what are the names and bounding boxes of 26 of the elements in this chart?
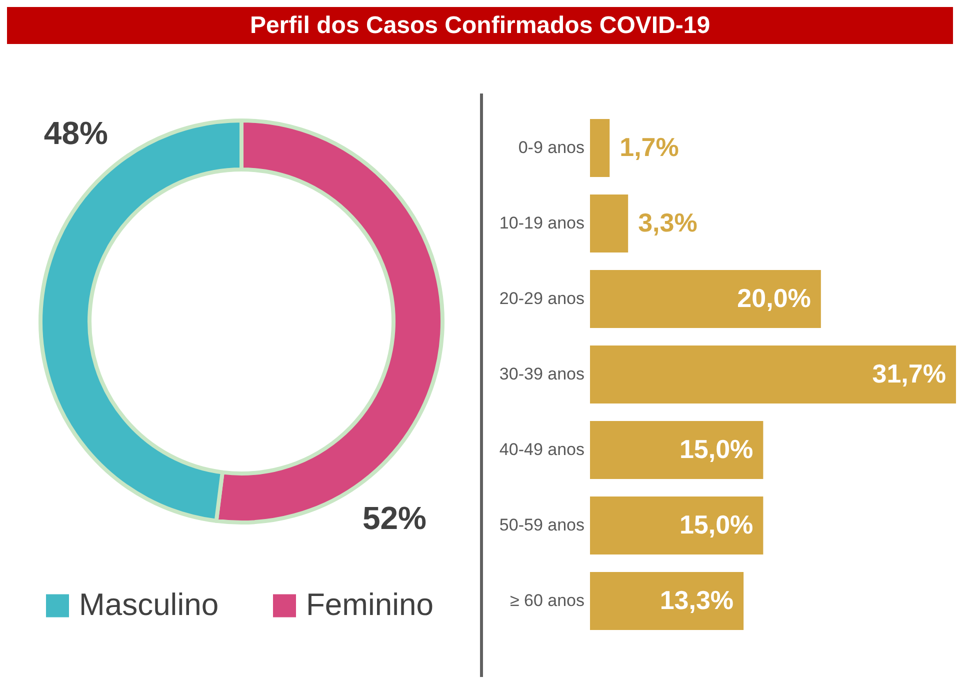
chart-title: Perfil dos Casos Confirmados COVID-19 bbox=[250, 12, 710, 39]
bar bbox=[590, 118, 610, 177]
bar bbox=[590, 270, 821, 328]
data-label: 15,0% bbox=[679, 510, 754, 540]
data-label: 20,0% bbox=[737, 282, 811, 313]
y-tick-label: 40-49 anos bbox=[499, 440, 584, 460]
data-label: 48% bbox=[44, 115, 108, 152]
y-tick-label: ≥ 60 anos bbox=[510, 591, 584, 610]
data-label: 31,7% bbox=[872, 358, 946, 388]
y-tick-label: 30-39 anos bbox=[499, 364, 584, 384]
y-tick-label: 10-19 anos bbox=[499, 213, 584, 232]
y-tick-label: 50-59 anos bbox=[499, 516, 584, 535]
bar bbox=[590, 496, 764, 555]
bar bbox=[590, 421, 764, 480]
legend-label: Feminino bbox=[306, 586, 434, 622]
y-tick-label: 20-29 anos bbox=[499, 288, 584, 308]
y-tick-label: 0-9 anos bbox=[518, 138, 584, 157]
data-label: 15,0% bbox=[679, 434, 754, 464]
data-label: 3,3% bbox=[638, 207, 698, 238]
bar bbox=[590, 194, 628, 252]
data-label: 13,3% bbox=[660, 585, 734, 616]
bar bbox=[590, 346, 956, 404]
legend-label: Masculino bbox=[79, 586, 219, 622]
bar bbox=[590, 572, 744, 630]
data-label: 52% bbox=[362, 500, 426, 536]
data-label: 1,7% bbox=[620, 132, 679, 162]
